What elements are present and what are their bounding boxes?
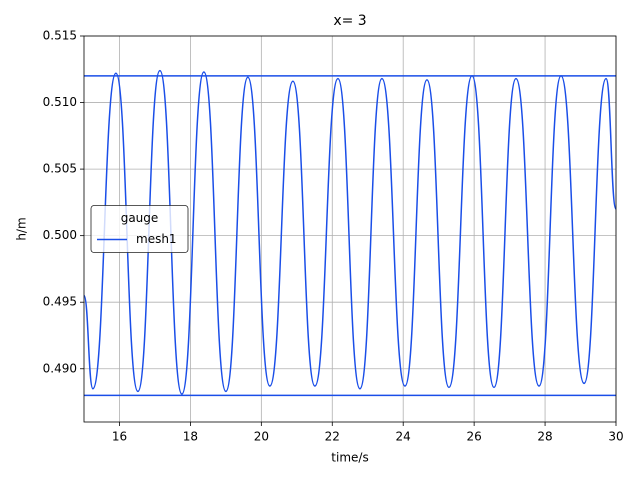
x-tick-label: 16 [112,430,127,444]
x-tick-label: 26 [466,430,481,444]
x-tick-label: 24 [396,430,411,444]
x-tick-label: 18 [183,430,198,444]
y-tick-label: 0.510 [43,95,77,109]
y-tick-label: 0.490 [43,361,77,375]
plot-frame [83,35,617,423]
x-axis-label: time/s [331,451,368,465]
y-tick-label: 0.495 [43,295,77,309]
y-tick-label: 0.505 [43,162,77,176]
x-tick-label: 28 [537,430,552,444]
y-tick-label: 0.500 [43,228,77,242]
x-tick-label: 22 [325,430,340,444]
legend-title: gauge [121,211,159,225]
x-tick-label: 30 [608,430,623,444]
data-line [84,69,616,395]
legend-box [90,205,189,253]
legend-label: mesh1 [136,232,177,246]
chart-title: x= 3 [333,13,366,29]
y-tick-label: 0.515 [43,29,77,43]
x-tick-label: 20 [254,430,269,444]
y-axis-label: h/m [15,217,29,240]
